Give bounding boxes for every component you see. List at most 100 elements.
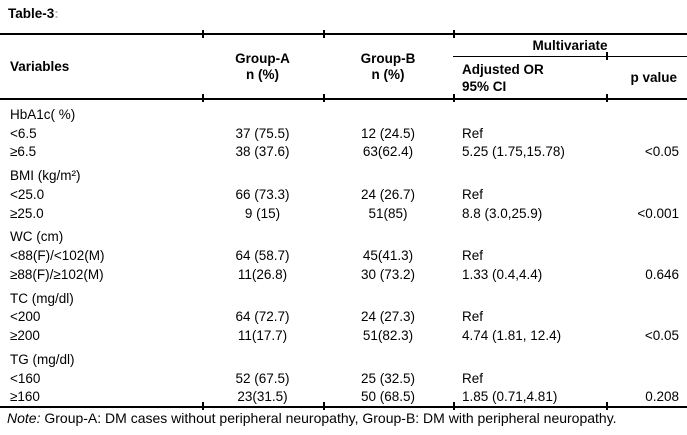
column-separator-tick [323, 94, 325, 102]
table-row: ≥160 23(31.5) 50 (68.5) 1.85 (0.71,4.81)… [0, 387, 687, 407]
cell-p-value [606, 369, 687, 388]
cell-p-value [606, 185, 687, 204]
cell-group-a: 52 (67.5) [235, 370, 290, 386]
table-body: HbA1c( %) <6.5 37 (75.5) 12 (24.5) Ref ≥… [0, 99, 687, 407]
group-a-label: Group-A [235, 50, 290, 66]
table-title-colon: : [54, 6, 59, 21]
column-separator-tick [323, 402, 325, 410]
cell-p-value: <0.001 [637, 205, 679, 221]
column-separator-tick [202, 402, 204, 410]
cell-adjusted-or: Ref [462, 125, 484, 141]
category-row-hba1c: HbA1c( %) [0, 99, 687, 124]
cell-p-value: 0.646 [645, 266, 679, 282]
cell-group-a: 11(17.7) [237, 327, 288, 343]
table-row: <160 52 (67.5) 25 (32.5) Ref [0, 369, 687, 388]
cell-adjusted-or: 4.74 (1.81, 12.4) [462, 327, 562, 343]
table-title: Table-3: [8, 6, 59, 21]
col-header-p-value: p value [630, 70, 677, 85]
table-row: <6.5 37 (75.5) 12 (24.5) Ref [0, 124, 687, 143]
cell-group-a: 9 (15) [244, 205, 281, 221]
category-row-tg: TG (mg/dl) [0, 345, 687, 369]
cell-p-value: <0.05 [644, 144, 679, 160]
cell-variable: <25.0 [10, 186, 45, 202]
cell-group-a: 11(26.8) [237, 266, 288, 282]
cell-group-a: 64 (58.7) [235, 248, 290, 264]
column-separator-tick [453, 30, 455, 38]
table-header: Variables Group-A n (%) Group-B n (%) Mu… [0, 34, 687, 99]
note-text: Group-A: DM cases without peripheral neu… [40, 410, 617, 426]
cell-group-a: 66 (73.3) [235, 186, 290, 202]
cell-category: TC (mg/dl) [10, 290, 74, 306]
cell-group-a: 64 (72.7) [235, 309, 290, 325]
cell-category: HbA1c( %) [10, 107, 76, 122]
note-label: Note: [7, 410, 41, 426]
column-separator-tick [453, 402, 455, 410]
cell-variable: ≥25.0 [10, 205, 44, 221]
cell-group-b: 50 (68.5) [360, 389, 416, 405]
cell-group-b: 24 (26.7) [360, 186, 416, 202]
column-separator-tick [606, 94, 608, 102]
cell-adjusted-or: Ref [462, 186, 484, 202]
cell-group-b: 63(62.4) [362, 144, 414, 160]
cell-variable: <200 [10, 309, 41, 325]
cell-group-b: 45(41.3) [362, 248, 414, 264]
header-row-2: Adjusted OR 95% CI p value [0, 57, 687, 100]
col-header-adjusted-or: Adjusted OR 95% CI [453, 57, 606, 100]
cell-group-b: 25 (32.5) [360, 370, 416, 386]
cell-variable: <88(F)/<102(M) [10, 248, 105, 264]
cell-group-a: 23(31.5) [237, 389, 288, 405]
cell-variable: <6.5 [10, 125, 37, 141]
cell-p-value [606, 246, 687, 265]
table-row: ≥25.0 9 (15) 51(85) 8.8 (3.0,25.9) <0.00… [0, 204, 687, 223]
cell-variable: <160 [10, 370, 41, 386]
cell-adjusted-or: 1.33 (0.4,4.4) [462, 266, 543, 282]
column-separator-tick [606, 402, 608, 410]
cell-category: WC (cm) [10, 229, 64, 245]
cell-variable: ≥6.5 [10, 144, 37, 160]
cell-adjusted-or: 8.8 (3.0,25.9) [462, 205, 543, 221]
column-separator-tick [606, 52, 608, 60]
cell-group-a: 37 (75.5) [235, 125, 290, 141]
ci-label: 95% CI [462, 78, 507, 94]
group-b-n-pct-label: n (%) [371, 66, 405, 82]
col-header-multivariate: Multivariate [453, 34, 687, 57]
cell-p-value: <0.05 [644, 327, 679, 343]
table-row: <25.0 66 (73.3) 24 (26.7) Ref [0, 185, 687, 204]
cell-variable: ≥200 [10, 327, 40, 343]
cell-category: BMI (kg/m²) [10, 168, 81, 184]
column-separator-tick [202, 30, 204, 38]
cell-group-b: 30 (73.2) [360, 266, 416, 282]
cell-category: TG (mg/dl) [10, 351, 75, 367]
cell-p-value [606, 124, 687, 143]
stats-table: Variables Group-A n (%) Group-B n (%) Mu… [0, 33, 687, 408]
cell-adjusted-or: 5.25 (1.75,15.78) [462, 144, 565, 160]
cell-group-b: 12 (24.5) [360, 125, 416, 141]
cell-variable: ≥88(F)/≥102(M) [10, 266, 104, 282]
column-separator-tick [202, 94, 204, 102]
column-separator-tick [453, 94, 455, 102]
cell-group-b: 51(82.3) [362, 327, 414, 343]
cell-p-value [606, 308, 687, 327]
category-row-tc: TC (mg/dl) [0, 284, 687, 308]
category-row-wc: WC (cm) [0, 222, 687, 246]
cell-adjusted-or: Ref [462, 370, 484, 386]
adjusted-or-label: Adjusted OR [462, 61, 544, 77]
cell-adjusted-or: Ref [462, 248, 484, 264]
table-row: <200 64 (72.7) 24 (27.3) Ref [0, 308, 687, 327]
table-row: <88(F)/<102(M) 64 (58.7) 45(41.3) Ref [0, 246, 687, 265]
col-header-variables: Variables [10, 59, 70, 74]
cell-p-value: 0.208 [645, 389, 679, 405]
group-b-label: Group-B [360, 50, 416, 66]
cell-group-b: 24 (27.3) [360, 309, 416, 325]
table-row: ≥6.5 38 (37.6) 63(62.4) 5.25 (1.75,15.78… [0, 143, 687, 162]
table-title-text: Table-3 [8, 6, 55, 21]
cell-group-a: 38 (37.6) [235, 144, 290, 160]
col-header-group-a: Group-A n (%) [202, 34, 323, 99]
table-row: ≥88(F)/≥102(M) 11(26.8) 30 (73.2) 1.33 (… [0, 265, 687, 284]
table-row: ≥200 11(17.7) 51(82.3) 4.74 (1.81, 12.4)… [0, 326, 687, 345]
column-separator-tick [323, 30, 325, 38]
cell-variable: ≥160 [10, 389, 40, 405]
cell-adjusted-or: 1.85 (0.71,4.81) [462, 389, 558, 405]
header-row-1: Variables Group-A n (%) Group-B n (%) Mu… [0, 34, 687, 82]
cell-adjusted-or: Ref [462, 309, 484, 325]
